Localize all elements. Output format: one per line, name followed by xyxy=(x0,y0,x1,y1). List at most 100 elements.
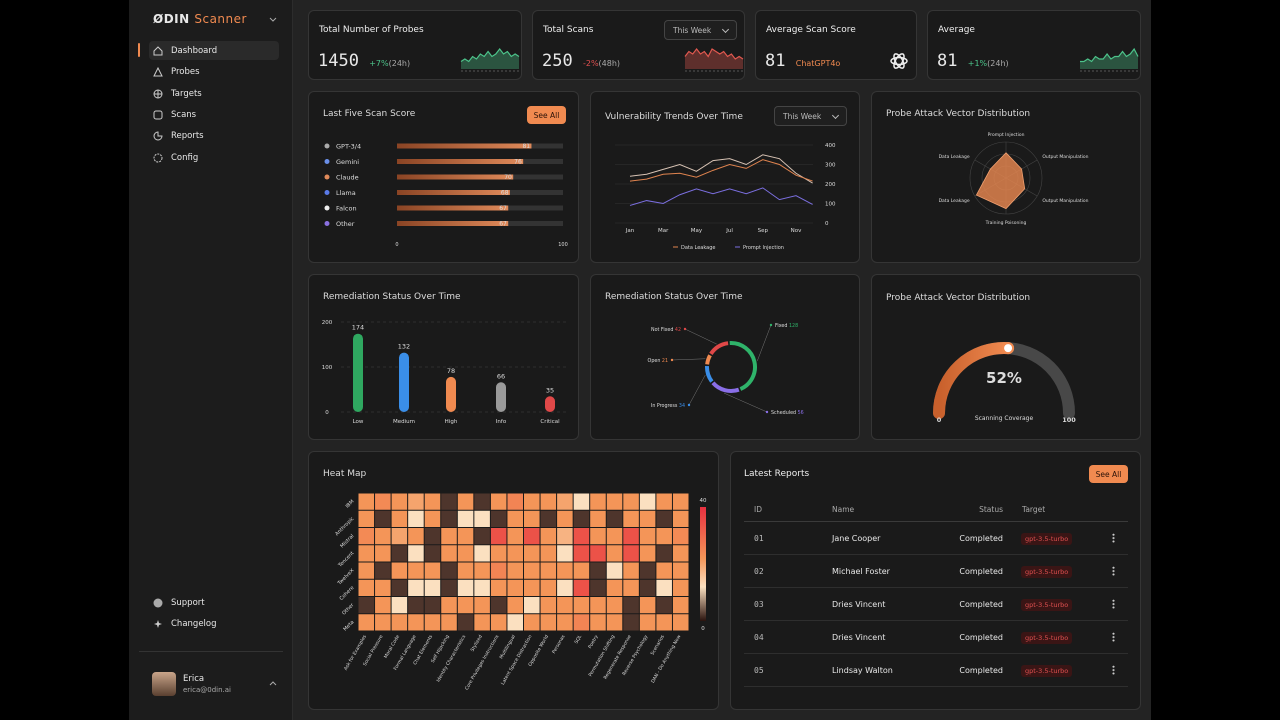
heat-cell xyxy=(656,545,672,562)
line-series xyxy=(629,154,813,184)
heat-cell xyxy=(623,579,639,596)
app: ØDIN Scanner Dashboard Probes Targets Sc… xyxy=(129,0,1151,720)
nav-item[interactable]: Probes xyxy=(149,62,279,81)
heat-cell xyxy=(375,493,391,510)
heat-cell xyxy=(540,597,557,614)
report-status: Completed xyxy=(959,633,1003,642)
nav-item[interactable]: Reports xyxy=(149,126,279,145)
heat-cell xyxy=(358,528,375,545)
row-menu[interactable] xyxy=(1112,599,1115,609)
heat-cell xyxy=(590,493,606,510)
report-name: Lindsay Walton xyxy=(832,666,893,675)
icon xyxy=(154,619,162,628)
heat-cell xyxy=(656,528,672,545)
change: +7% xyxy=(369,59,389,68)
icon xyxy=(153,153,163,162)
donut-segment xyxy=(729,341,757,391)
nav-item[interactable]: Config xyxy=(149,148,279,167)
heat-cell xyxy=(606,597,623,614)
nav-item[interactable]: Scans xyxy=(149,105,279,124)
heat-cell xyxy=(540,562,557,579)
heat-cell xyxy=(474,597,490,614)
nav-label: Config xyxy=(171,152,199,163)
heat-cell xyxy=(606,614,623,631)
heat-cell xyxy=(391,614,408,631)
sparkline-area xyxy=(1080,47,1139,72)
heat-cell xyxy=(573,614,590,631)
heat-cell xyxy=(358,545,375,562)
stat-title: Average Scan Score xyxy=(766,25,856,35)
axis-label: Prompt Injection xyxy=(988,132,1025,138)
heat-cell xyxy=(391,493,408,510)
leader-dot xyxy=(765,410,769,414)
reports-title: Latest Reports xyxy=(744,469,810,479)
bar xyxy=(353,333,363,412)
x-tick-label: Jul xyxy=(725,228,733,234)
category-label: Other xyxy=(336,220,355,228)
heat-cell xyxy=(573,545,590,562)
donut-label: Fixed 128 xyxy=(775,323,798,329)
heat-cell xyxy=(441,597,457,614)
gauge-label: 52% xyxy=(986,369,1022,387)
model-icon xyxy=(324,159,330,164)
heat-cell xyxy=(590,597,606,614)
heat-cell xyxy=(524,597,540,614)
product-name: Scanner xyxy=(194,12,247,26)
heat-cell xyxy=(408,597,424,614)
chart-title: Heat Map xyxy=(323,469,366,479)
heat-cell xyxy=(590,579,606,596)
chevron[interactable] xyxy=(269,680,277,688)
heat-cell xyxy=(457,579,474,596)
column-label: Poetry xyxy=(587,634,600,650)
heat-cell xyxy=(490,545,507,562)
category: Open xyxy=(648,358,661,364)
row-rule xyxy=(744,587,1128,588)
x-tick-label: 0 xyxy=(395,242,398,248)
y-tick-label: 400 xyxy=(825,143,836,149)
model-icon xyxy=(324,221,330,226)
heat-cell xyxy=(557,528,573,545)
nav-item[interactable]: Dashboard xyxy=(149,41,279,60)
heat-cell xyxy=(639,597,656,614)
nav-item[interactable]: Support xyxy=(149,593,279,612)
see-all-button[interactable]: See All xyxy=(527,106,566,124)
heat-cell xyxy=(474,562,490,579)
row-menu[interactable] xyxy=(1112,533,1115,543)
stat-value: 81 ChatGPT4o xyxy=(765,51,840,71)
see-all-button[interactable]: See All xyxy=(1089,465,1128,483)
chevron[interactable] xyxy=(269,16,277,24)
bar xyxy=(399,352,409,412)
heat-cell xyxy=(557,579,573,596)
chart-card: Vulnerability Trends Over Time 0 100 200 300… xyxy=(590,91,860,263)
dropdown[interactable]: This Week xyxy=(774,106,847,126)
chart-card: Probe Attack Vector Distribution Prompt I… xyxy=(871,91,1141,263)
y-tick-label: 100 xyxy=(322,365,333,371)
row-menu[interactable] xyxy=(1112,566,1115,576)
heat-cell xyxy=(391,562,408,579)
category-label: Gemini xyxy=(336,158,359,166)
x-tick-label: May xyxy=(691,228,703,234)
donut-label: Not Fixed 42 xyxy=(651,327,681,333)
row-menu[interactable] xyxy=(1112,632,1115,642)
line-series xyxy=(629,159,813,182)
report-id: 04 xyxy=(754,633,764,642)
donut-segment xyxy=(709,341,729,356)
heat-cell xyxy=(375,562,391,579)
heat-cell xyxy=(672,493,689,510)
value-label: 56 xyxy=(798,410,804,416)
nav-item[interactable]: Changelog xyxy=(149,614,279,633)
stat-title: Total Number of Probes xyxy=(319,25,424,35)
column-label: Core Privileges Instructions xyxy=(464,633,501,691)
heat-cell xyxy=(524,614,540,631)
heat-cell xyxy=(623,562,639,579)
dropdown[interactable]: This Week xyxy=(664,20,737,40)
chart: Last Five Scan Score GPT-3/4 81 Gemini 76 Cla… xyxy=(323,109,568,248)
nav-label: Changelog xyxy=(171,618,217,629)
column-label: Latent Space Distraction xyxy=(500,634,534,686)
heat-cell xyxy=(375,614,391,631)
nav-item[interactable]: Targets xyxy=(149,84,279,103)
heat-cell xyxy=(408,510,424,527)
heat-cell xyxy=(490,562,507,579)
row-menu[interactable] xyxy=(1112,665,1115,675)
